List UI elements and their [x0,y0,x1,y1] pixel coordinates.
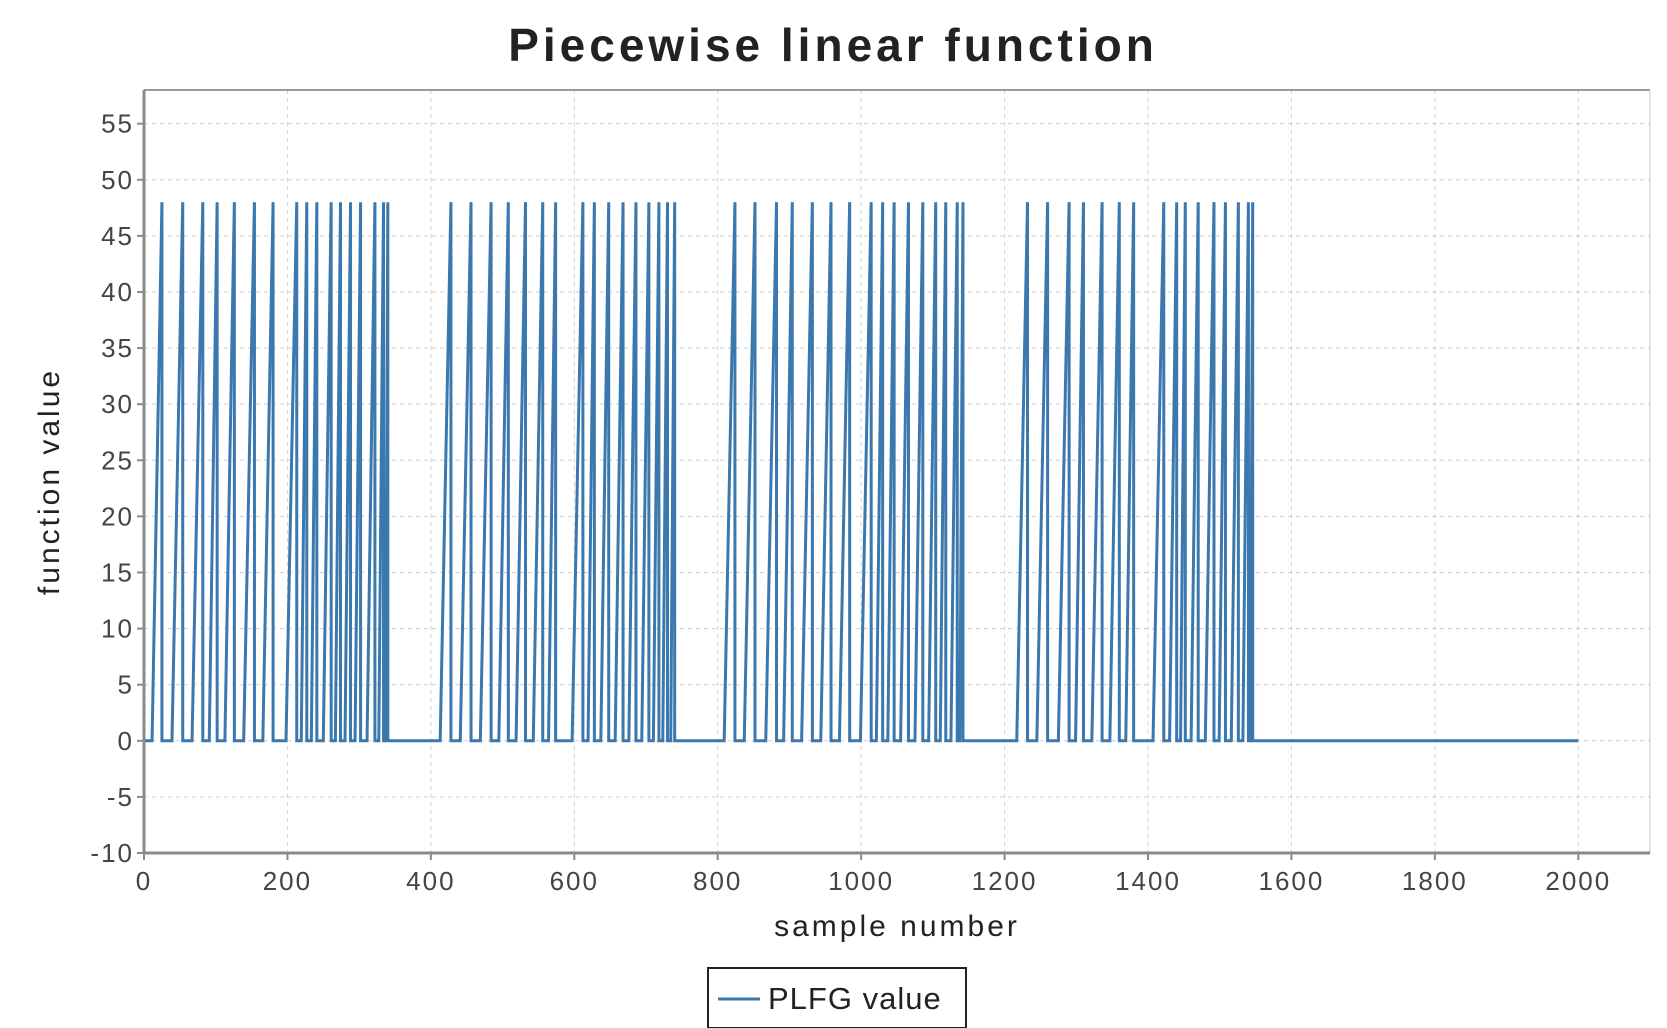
x-tick-label: 600 [550,866,599,896]
x-tick-label: 1600 [1259,866,1325,896]
x-tick-label: 1200 [972,866,1038,896]
y-tick-label: 5 [118,670,134,700]
plot-area [144,90,1650,853]
x-tick-label: 200 [263,866,312,896]
x-axis-title: sample number [774,910,1020,943]
x-axis-ticks: 0 200 400 600 800 1000 1200 1400 1600 1800 2000 [136,853,1611,896]
y-axis-ticks: -10 -5 0 5 10 15 20 25 30 35 40 45 50 55 [90,109,144,868]
y-tick-label: 25 [101,445,134,475]
y-tick-label: 0 [118,726,134,756]
y-tick-label: 10 [101,614,134,644]
x-tick-label: 1400 [1115,866,1181,896]
y-tick-label: -5 [107,782,134,812]
y-tick-label: -10 [90,838,134,868]
chart-title: Piecewise linear function [508,19,1158,71]
y-tick-label: 15 [101,557,134,587]
y-tick-label: 40 [101,277,134,307]
y-tick-label: 30 [101,389,134,419]
x-tick-label: 2000 [1545,866,1611,896]
y-tick-label: 50 [101,165,134,195]
series-layer [144,202,1579,743]
x-tick-label: 400 [406,866,455,896]
x-tick-label: 1800 [1402,866,1468,896]
legend: PLFG value [707,967,967,1028]
x-tick-label: 800 [693,866,742,896]
y-axis-title: function value [33,368,66,595]
y-tick-label: 55 [101,109,134,139]
axes [142,89,1651,855]
y-tick-label: 35 [101,333,134,363]
x-tick-label: 1000 [828,866,894,896]
legend-label-plfg-value: PLFG value [768,981,942,1016]
y-tick-label: 20 [101,501,134,531]
y-tick-label: 45 [101,221,134,251]
x-tick-label: 0 [136,866,152,896]
